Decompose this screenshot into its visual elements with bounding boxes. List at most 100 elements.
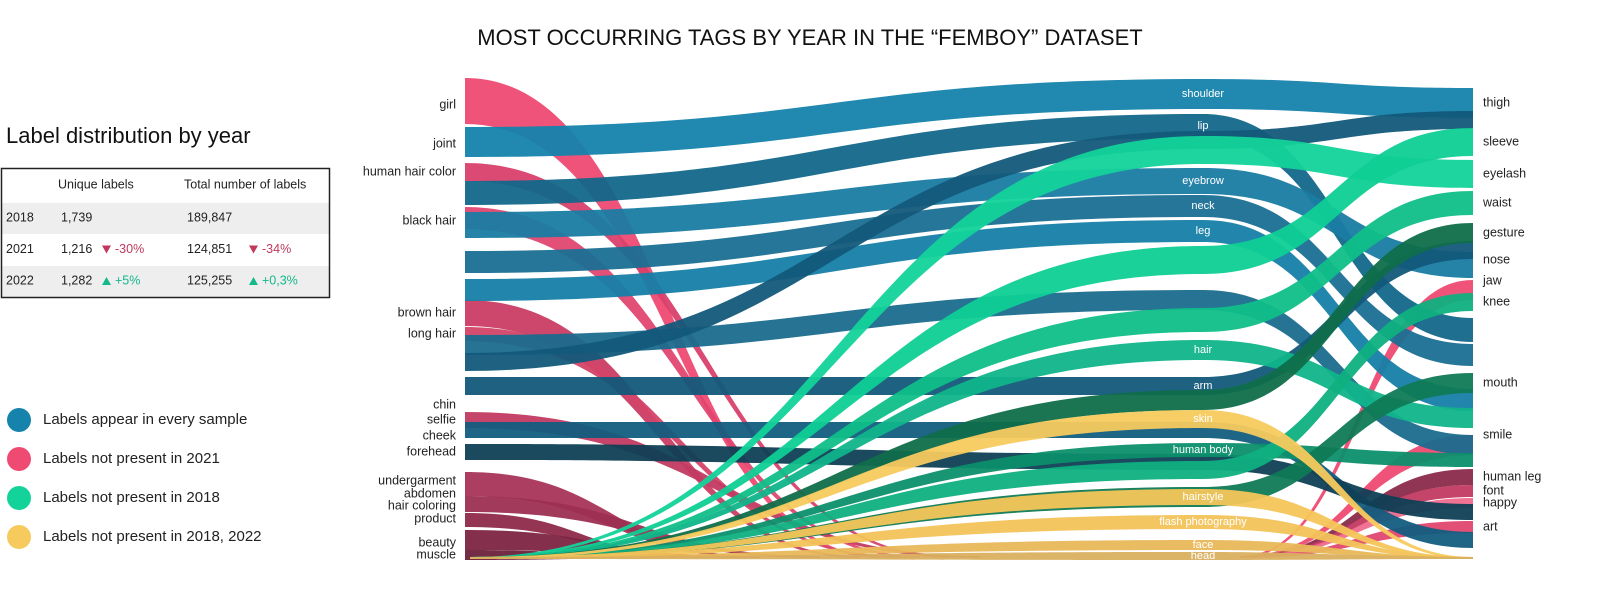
right-label: eyelash <box>1483 166 1526 180</box>
flow <box>470 489 1473 559</box>
up-arrow <box>102 277 111 285</box>
right-label: waist <box>1482 195 1512 209</box>
unique: 1,739 <box>61 210 92 224</box>
year: 2018 <box>6 210 34 224</box>
right-label: knee <box>1483 294 1510 308</box>
legend-swatch <box>7 447 31 471</box>
legend-label: Labels not present in 2018 <box>43 489 220 506</box>
left-label: selfie <box>427 412 456 426</box>
middle-label: arm <box>1194 380 1213 392</box>
flow <box>1240 469 1473 558</box>
flow <box>465 163 950 558</box>
row-shade <box>2 203 329 234</box>
left-label: joint <box>432 136 456 150</box>
left-label: human hair color <box>363 164 456 178</box>
flow <box>465 79 1473 157</box>
left-label: undergarment <box>378 473 456 487</box>
left-label: black hair <box>403 213 457 227</box>
left-label: muscle <box>416 547 456 561</box>
left-label: cheek <box>423 428 457 442</box>
right-label: sleeve <box>1483 134 1519 148</box>
flow <box>470 340 1473 559</box>
legend: Labels appear in every sample Labels not … <box>7 408 262 549</box>
table-border <box>0 167 331 299</box>
change: +0,3% <box>262 273 298 287</box>
change: -34% <box>262 242 291 256</box>
middle-label: skin <box>1193 413 1213 425</box>
legend-label: Labels appear in every sample <box>43 411 247 428</box>
unique: 1,216 <box>61 242 92 256</box>
flow <box>465 496 820 558</box>
flow <box>465 290 1473 455</box>
chart-title: MOST OCCURRING TAGS BY YEAR IN THE “FEMB… <box>477 25 1142 50</box>
flow <box>465 412 980 558</box>
flow <box>465 168 1473 278</box>
table: Unique labels Total number of labels 2018 1… <box>0 167 331 299</box>
right-label: thigh <box>1483 95 1510 109</box>
legend-swatch <box>7 486 31 510</box>
down-arrow <box>249 245 258 254</box>
table-header: Total number of labels <box>184 177 306 191</box>
flow <box>465 220 1473 411</box>
flow <box>470 410 1473 559</box>
flow <box>465 114 1473 342</box>
labels: girl joint human hair color black hair brown… <box>363 88 1542 562</box>
left-label: brown hair <box>398 305 456 319</box>
middle-label: flash photography <box>1159 516 1247 528</box>
total: 189,847 <box>187 210 232 224</box>
flow <box>465 78 880 558</box>
right-label: jaw <box>1482 273 1503 287</box>
legend-label: Labels not present in 2021 <box>43 450 220 467</box>
left-label: long hair <box>408 326 456 340</box>
flow <box>465 422 1473 548</box>
middle-label: face <box>1193 539 1214 551</box>
flow <box>465 241 1473 395</box>
left-label: chin <box>433 397 456 411</box>
right-label: font <box>1483 483 1504 497</box>
right-label: human leg <box>1483 469 1541 483</box>
up-arrow <box>249 277 258 285</box>
left-label: girl <box>439 97 456 111</box>
change: -30% <box>115 242 144 256</box>
left-label: forehead <box>407 444 456 458</box>
right-label: gesture <box>1483 225 1525 239</box>
flow <box>465 472 760 558</box>
right-label: happy <box>1483 495 1518 509</box>
year: 2021 <box>6 242 34 256</box>
down-arrow <box>102 245 111 254</box>
middle-label: head <box>1191 550 1215 562</box>
legend-label: Labels not present in 2018, 2022 <box>43 528 262 545</box>
legend-swatch <box>7 525 31 549</box>
right-label: nose <box>1483 252 1510 266</box>
row-shade <box>2 266 329 297</box>
total: 124,851 <box>187 242 232 256</box>
unique: 1,282 <box>61 273 92 287</box>
right-label: art <box>1483 519 1498 533</box>
right-label: mouth <box>1483 375 1518 389</box>
flow <box>465 111 1473 371</box>
flow <box>470 540 1473 559</box>
middle-label: human body <box>1173 444 1234 456</box>
middle-label: hair <box>1194 344 1213 356</box>
table-header: Unique labels <box>58 177 134 191</box>
left-label: abdomen <box>404 486 456 500</box>
middle-label: eyebrow <box>1182 175 1224 187</box>
flow <box>465 327 900 558</box>
flows <box>465 78 1473 560</box>
middle-label: shoulder <box>1182 88 1225 100</box>
flow <box>465 513 700 558</box>
flow <box>470 223 1473 559</box>
total: 125,255 <box>187 273 232 287</box>
right-label: smile <box>1483 427 1512 441</box>
left-label: product <box>414 511 456 525</box>
year: 2022 <box>6 273 34 287</box>
middle-label: leg <box>1196 225 1211 237</box>
legend-swatch <box>7 408 31 432</box>
flow <box>470 443 1473 559</box>
flow <box>470 128 1473 559</box>
table-title: Label distribution by year <box>6 123 251 148</box>
left-label: hair coloring <box>388 498 456 512</box>
left-label: beauty <box>418 535 456 549</box>
